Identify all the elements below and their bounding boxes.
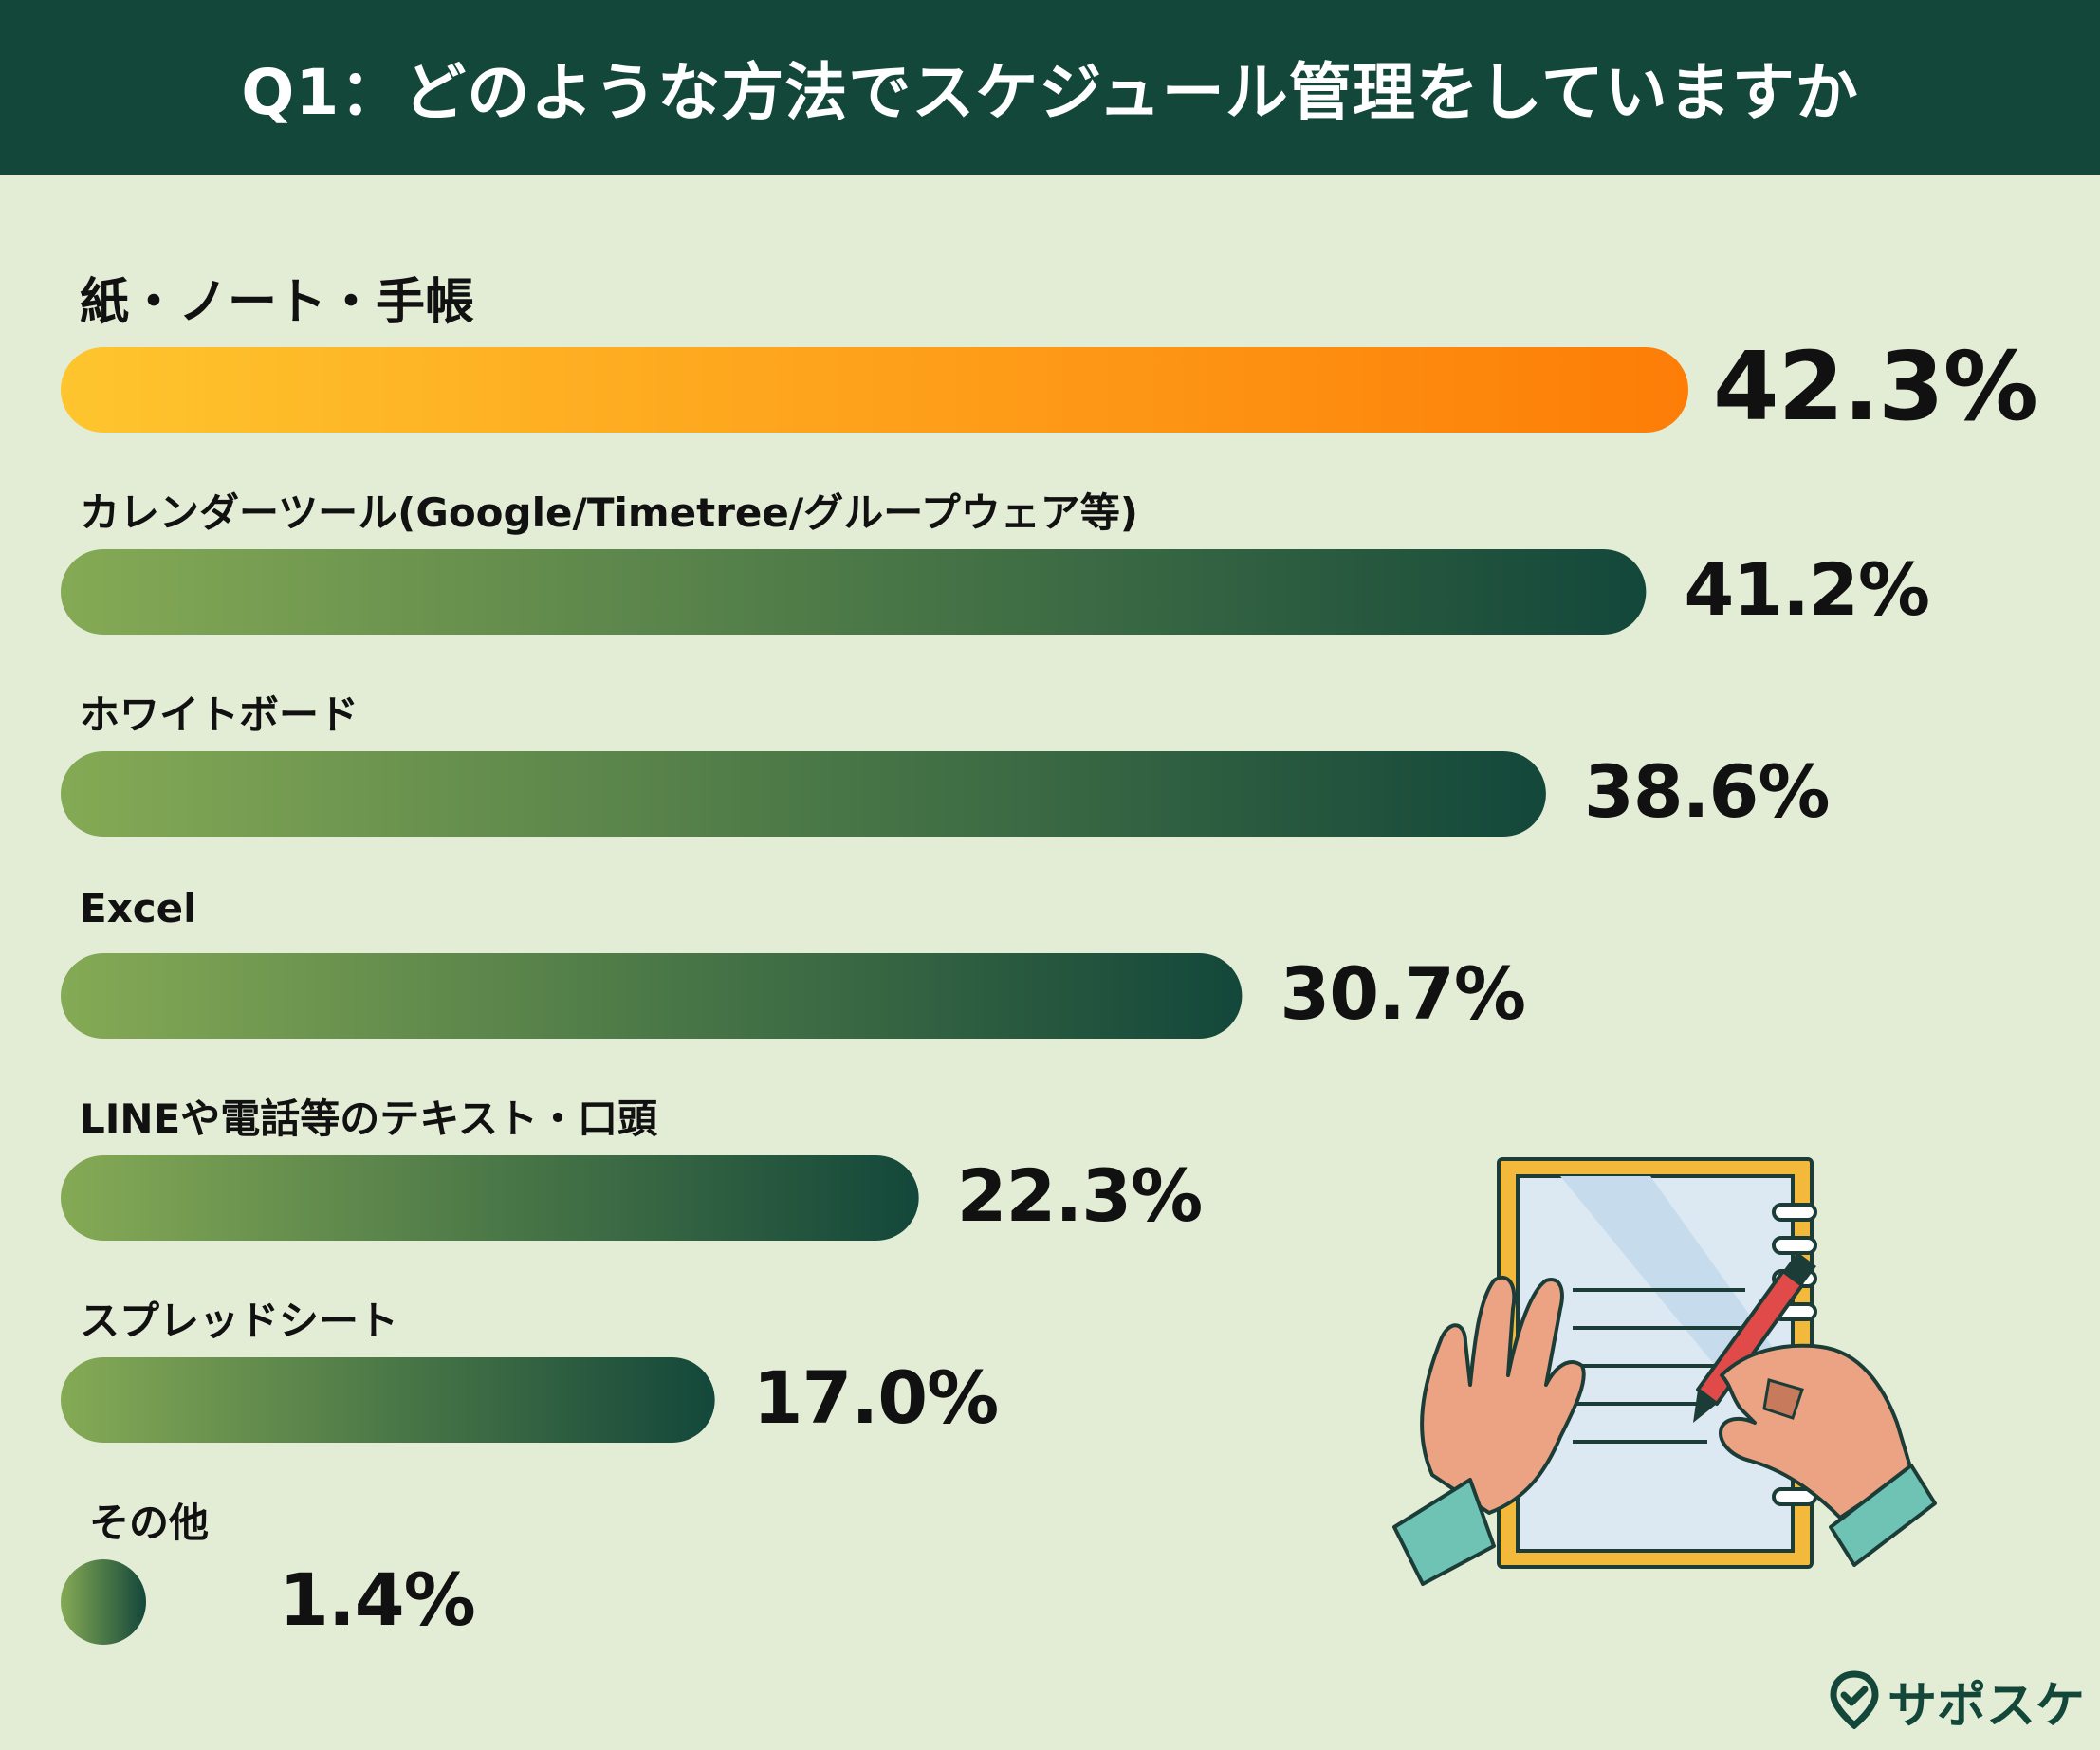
header-bar: Q1：どのような方法でスケジュール管理をしていますか [0,0,2100,175]
category-label: ホワイトボード [80,691,359,738]
category-label: Excel [80,885,197,931]
value-label: 22.3% [956,1152,1204,1238]
value-label: 38.6% [1583,748,1831,834]
bar [61,347,1688,433]
value-label: 41.2% [1684,546,1930,632]
category-label: その他 [89,1500,210,1546]
bar [61,549,1647,635]
value-label: 30.7% [1280,950,1526,1036]
bar [61,1155,919,1241]
value-label: 17.0% [752,1354,1000,1440]
category-label: スプレッドシート [80,1298,399,1344]
brand-name: サポスケ [1887,1678,2085,1735]
bar [61,953,1243,1039]
value-label: 1.4% [279,1557,476,1642]
bar [61,1559,146,1645]
bar [61,1357,715,1443]
page-title: Q1：どのような方法でスケジュール管理をしていますか [241,56,1859,129]
pin-check-icon [1829,1669,1880,1733]
category-label: LINEや電話等のテキスト・口頭 [80,1096,657,1142]
brand-logo: サポスケ [1829,1666,2085,1737]
bar [61,751,1546,837]
writing-notebook-illustration [1366,1148,1954,1607]
category-label: 紙・ノート・手帳 [80,274,475,331]
category-label: カレンダーツール(Google/Timetree/グループウェア等) [80,489,1138,536]
value-label: 42.3% [1713,331,2038,442]
